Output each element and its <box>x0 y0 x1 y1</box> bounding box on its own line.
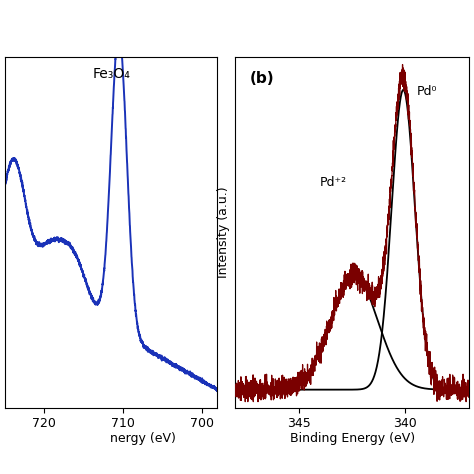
Text: Pd⁺²: Pd⁺² <box>320 176 347 189</box>
X-axis label: nergy (eV): nergy (eV) <box>110 432 176 445</box>
Text: (b): (b) <box>249 71 274 86</box>
X-axis label: Binding Energy (eV): Binding Energy (eV) <box>290 432 415 445</box>
Y-axis label: Intensity (a.u.): Intensity (a.u.) <box>217 186 230 278</box>
Text: Fe₃O₄: Fe₃O₄ <box>92 67 130 82</box>
Text: Pd⁰: Pd⁰ <box>417 85 438 98</box>
